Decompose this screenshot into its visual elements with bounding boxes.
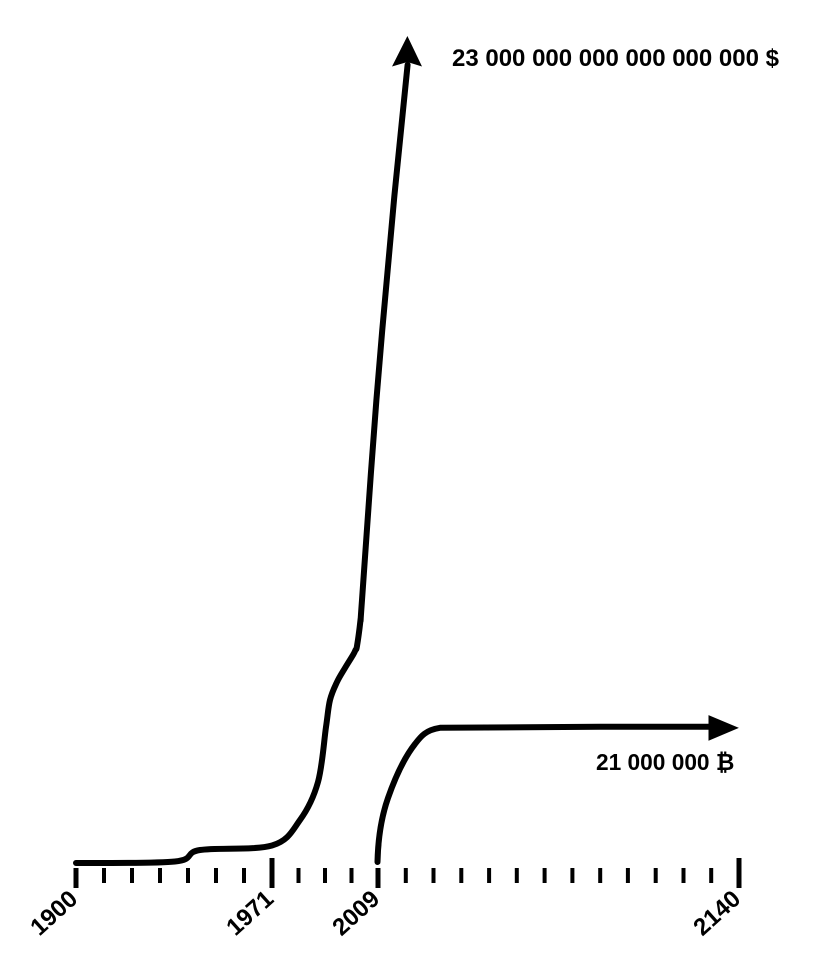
svg-text:2140: 2140 — [688, 885, 746, 941]
svg-text:1900: 1900 — [25, 885, 83, 941]
svg-text:23 000 000 000 000 000 000 $: 23 000 000 000 000 000 000 $ — [452, 45, 780, 72]
svg-text:2009: 2009 — [327, 885, 385, 941]
svg-text:21 000 000 ₿: 21 000 000 ₿ — [596, 749, 734, 775]
svg-text:1971: 1971 — [221, 885, 279, 941]
